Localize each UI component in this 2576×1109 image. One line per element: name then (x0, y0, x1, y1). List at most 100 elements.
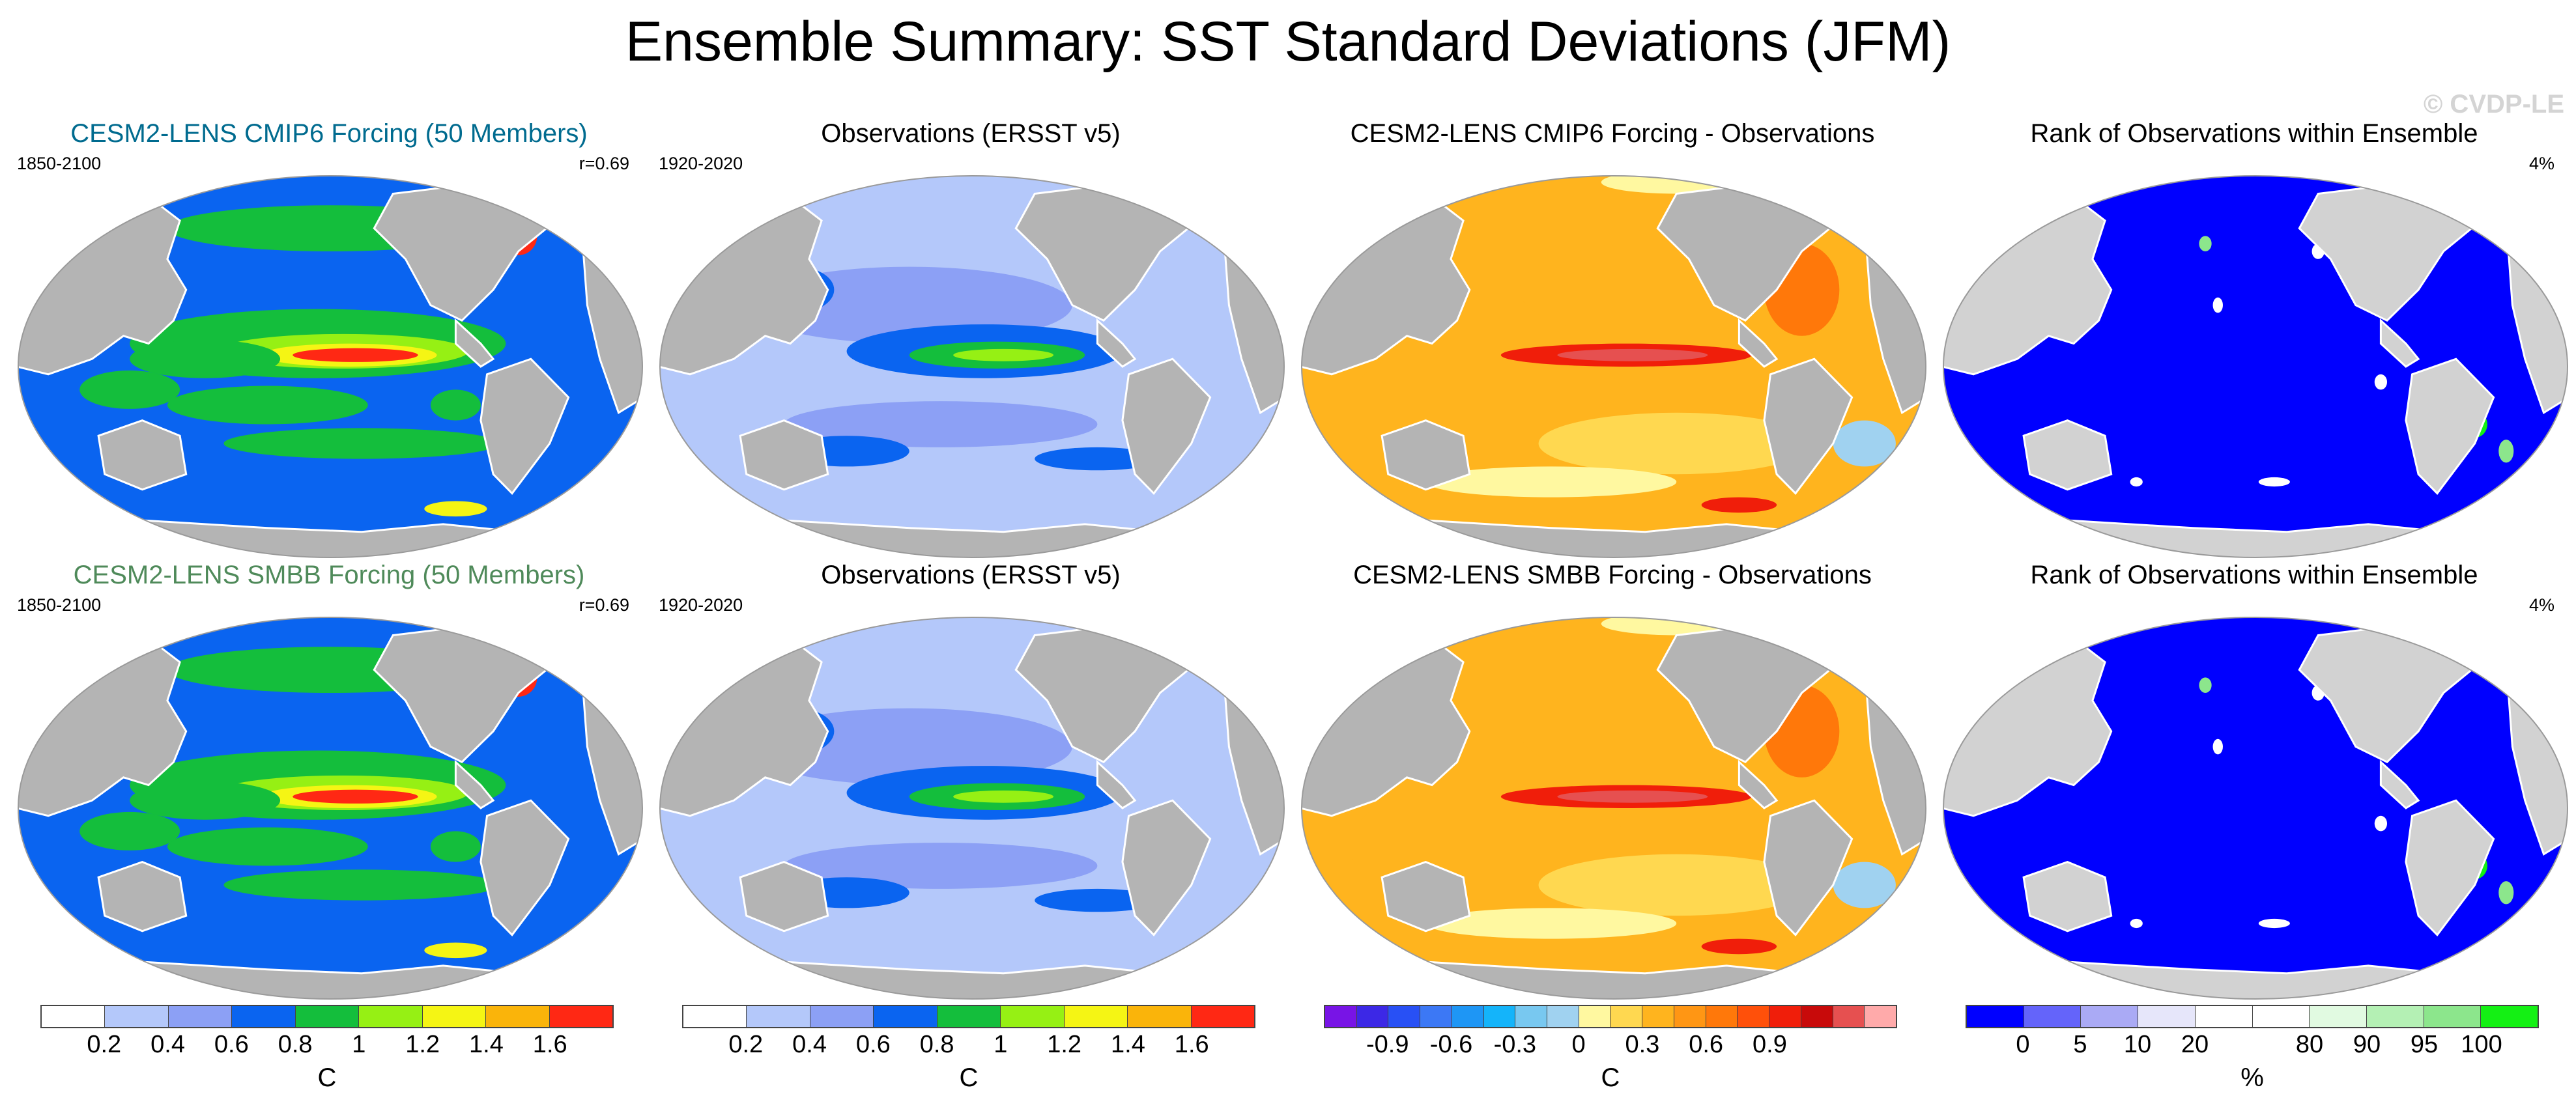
anomaly-region (784, 843, 1098, 889)
colorbar-swatch (549, 1006, 612, 1027)
land-mass (1738, 318, 1779, 368)
period-label: 1920-2020 (659, 154, 743, 173)
colorbar-tick-label: 0.2 (728, 1031, 764, 1058)
anomaly-region (79, 811, 180, 850)
land-mass (1121, 358, 1212, 495)
land-mass (739, 419, 829, 491)
anomaly-region (1701, 497, 1777, 513)
panel-title: CESM2-LENS SMBB Forcing (50 Members) (73, 561, 585, 589)
colorbar-unit: C (317, 1063, 337, 1092)
land-mass (97, 419, 188, 491)
world-map (1943, 175, 2568, 558)
colorbar-tick-label: 95 (2410, 1031, 2439, 1058)
panel-title: Observations (ERSST v5) (821, 561, 1121, 589)
anomaly-region (2374, 815, 2388, 832)
colorbar-swatch (168, 1006, 233, 1027)
colorbar-swatch (1420, 1006, 1452, 1027)
colorbar-swatch (42, 1006, 106, 1027)
colorbar-tick-label: 20 (2181, 1031, 2209, 1058)
world-map (1301, 175, 1926, 558)
anomaly-region (293, 348, 418, 362)
colorbar-swatch (2081, 1006, 2139, 1027)
colorbar-swatch (2024, 1006, 2082, 1027)
colorbar-swatch (2138, 1006, 2196, 1027)
map-outline (1943, 617, 2568, 1000)
anomaly-region (2258, 918, 2290, 929)
colorbar-swatch (1128, 1006, 1192, 1027)
colorbar-tick-label: -0.6 (1429, 1031, 1473, 1058)
anomaly-region (167, 386, 368, 425)
period-label: 1850-2100 (17, 595, 102, 615)
map-outline (1943, 175, 2568, 558)
anomaly-region (2498, 881, 2514, 905)
land-mass (1121, 799, 1212, 936)
colorbar-tick-label: 0.4 (792, 1031, 827, 1058)
anomaly-region (2498, 440, 2514, 463)
colorbar-swatch (1738, 1006, 1770, 1027)
land-mass (1763, 799, 1853, 936)
colorbar-swatch (359, 1006, 423, 1027)
colorbar-swatch (1769, 1006, 1801, 1027)
land-mass (97, 860, 188, 933)
anomaly-region (424, 942, 487, 959)
map-panel-5: CESM2-LENS SMBB Forcing (50 Members) 1850… (7, 559, 651, 1008)
colorbar-swatch (810, 1006, 874, 1027)
land-mass (479, 799, 570, 936)
map-outline (18, 175, 643, 558)
colorbar-tick-label: 1 (352, 1031, 366, 1058)
colorbar-tick-label: 1.4 (1111, 1031, 1145, 1058)
map-outline (659, 175, 1285, 558)
anomaly-region (79, 370, 180, 409)
world-map (18, 617, 643, 1000)
world-map (1943, 617, 2568, 1000)
map-outline (18, 617, 643, 1000)
anomaly-region (953, 790, 1054, 803)
colorbar-swatch (105, 1006, 169, 1027)
colorbar-swatch (1483, 1006, 1516, 1027)
colorbar-swatch (1515, 1006, 1548, 1027)
anomaly-region (1035, 447, 1160, 471)
colorbar-tick-label: 1.2 (1047, 1031, 1082, 1058)
anomaly-region (2258, 477, 2290, 487)
colorbar-swatch (1547, 1006, 1579, 1027)
land-mass (2405, 358, 2495, 495)
anomaly-region (1425, 908, 1677, 939)
colorbar-swatch (1674, 1006, 1706, 1027)
colorbar-swatch (683, 1006, 747, 1027)
colorbar-swatch (1801, 1006, 1833, 1027)
world-map (1301, 617, 1926, 1000)
colorbar-tick-label: 0.6 (855, 1031, 891, 1058)
colorbar-swatch (1001, 1006, 1065, 1027)
anomaly-region (1557, 790, 1708, 803)
colorbar-tick-label: 0.9 (1753, 1031, 1787, 1058)
colorbar-swatch (874, 1006, 937, 1027)
colorbar-unit: C (1601, 1063, 1620, 1092)
land-mass (454, 318, 495, 368)
map-panel-1: CESM2-LENS CMIP6 Forcing (50 Members) 185… (7, 117, 651, 567)
stat-label: 4% (2528, 595, 2555, 615)
colorbar-tick-label: 100 (2461, 1031, 2502, 1058)
colorbar-swatch (1325, 1006, 1357, 1027)
colorbar-swatch (2366, 1006, 2424, 1027)
colorbar-tick-label: 80 (2295, 1031, 2324, 1058)
map-panel-7: CESM2-LENS SMBB Forcing - Observations (1290, 559, 1935, 1008)
anomaly-region (1833, 862, 1896, 908)
world-map (18, 175, 643, 558)
land-mass (739, 860, 829, 933)
colorbar-swatch (1356, 1006, 1389, 1027)
anomaly-region (1538, 854, 1814, 916)
colorbar-tick-label: 5 (2073, 1031, 2087, 1058)
colorbar-swatches (1324, 1005, 1897, 1028)
anomaly-region (1833, 420, 1896, 467)
land-mass (2022, 419, 2113, 491)
anomaly-region (424, 501, 487, 517)
anomaly-region (2199, 236, 2212, 251)
colorbar-tick-label: 0.8 (278, 1031, 313, 1058)
colorbar-swatch (1452, 1006, 1484, 1027)
colorbar-tick-label: 0.3 (1625, 1031, 1660, 1058)
map-outline (659, 617, 1285, 1000)
stat-label: 4% (2528, 154, 2555, 173)
stat-label: r=0.69 (579, 595, 629, 615)
colorbar-swatch (2310, 1006, 2367, 1027)
anomaly-region (223, 869, 500, 901)
